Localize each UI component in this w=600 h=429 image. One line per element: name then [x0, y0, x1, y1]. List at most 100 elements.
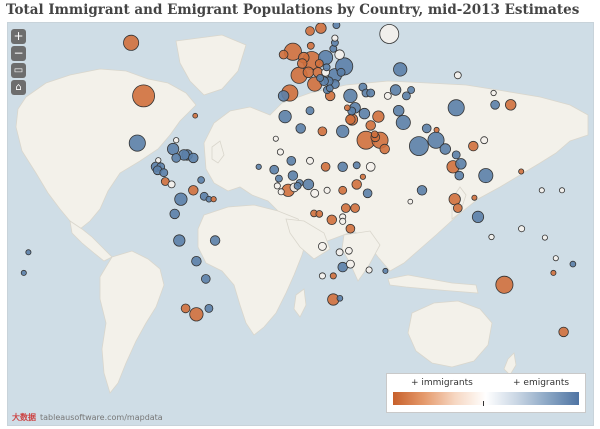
country-bubble-afghanistan[interactable]: Afghanistan [393, 104, 405, 117]
country-bubble-tajikistan[interactable]: Tajikistan [401, 91, 411, 101]
country-bubble-philippines[interactable]: Philippines [478, 168, 494, 184]
country-bubble-paraguay[interactable]: Paraguay [201, 274, 211, 284]
country-bubble-zambia[interactable]: Zambia [335, 248, 344, 257]
country-bubble-french-guiana[interactable]: French Guiana [210, 196, 217, 203]
country-bubble-norway[interactable]: Norway [305, 26, 315, 36]
bubble-layer[interactable]: United StatesCanadaMexicoGuatemalaCubaDo… [20, 23, 577, 338]
country-bubble-car[interactable]: CAR [323, 186, 331, 194]
country-bubble-argentina[interactable]: Argentina [189, 307, 204, 322]
country-bubble-pakistan[interactable]: Pakistan [395, 115, 411, 131]
country-bubble-bahamas[interactable]: Bahamas [173, 137, 180, 144]
country-bubble-morocco[interactable]: Morocco [278, 110, 292, 124]
country-bubble-malaysia[interactable]: Malaysia [448, 193, 461, 206]
country-bubble-fiji[interactable]: Fiji [569, 260, 577, 268]
country-bubble-niger[interactable]: Niger [306, 156, 314, 165]
country-bubble-iran[interactable]: Iran [372, 110, 385, 123]
country-bubble-azerbaijan[interactable]: Azerbaijan [366, 88, 376, 98]
country-bubble-micronesia[interactable]: Micronesia [538, 187, 545, 194]
country-bubble-mali[interactable]: Mali [286, 156, 297, 166]
country-bubble-myanmar[interactable]: Myanmar [439, 143, 452, 155]
country-bubble-burundi[interactable]: Burundi [339, 217, 347, 225]
country-bubble-nicaragua[interactable]: Nicaragua [159, 168, 169, 178]
country-bubble-cyprus[interactable]: Cyprus [343, 104, 351, 112]
country-bubble-tunisia[interactable]: Tunisia [305, 106, 315, 116]
country-bubble-marshall-islands[interactable]: Marshall Islands [559, 187, 566, 194]
country-bubble-kyrgyzstan[interactable]: Kyrgyzstan [407, 86, 416, 94]
country-bubble-colombia[interactable]: Colombia [174, 192, 188, 206]
country-bubble-chad[interactable]: Chad [320, 162, 331, 172]
country-bubble-kuwait[interactable]: Kuwait [365, 120, 376, 131]
country-bubble-brunei[interactable]: Brunei [471, 194, 478, 201]
country-bubble-sri-lanka[interactable]: Sri Lanka [416, 185, 428, 196]
country-bubble-vietnam[interactable]: Vietnam [455, 158, 467, 170]
country-bubble-new-caledonia[interactable]: New Caledonia [550, 269, 557, 276]
country-bubble-liberia[interactable]: Liberia [277, 188, 285, 196]
country-bubble-india[interactable]: India [408, 136, 429, 156]
country-bubble-cambodia[interactable]: Cambodia [454, 170, 465, 181]
country-bubble-vanuatu[interactable]: Vanuatu [552, 255, 559, 262]
country-bubble-djibouti[interactable]: Djibouti [359, 173, 366, 180]
country-bubble-belgium[interactable]: Belgium [297, 58, 308, 69]
country-bubble-hong-kong[interactable]: Hong Kong [468, 140, 479, 152]
country-bubble-switzerland[interactable]: Switzerland [302, 66, 315, 79]
country-bubble-croatia[interactable]: Croatia [316, 74, 325, 82]
country-bubble-mozambique[interactable]: Mozambique [345, 259, 355, 269]
country-bubble-samoa[interactable]: Samoa [25, 249, 32, 256]
country-bubble-uruguay[interactable]: Uruguay [204, 303, 214, 313]
country-bubble-bhutan[interactable]: Bhutan [433, 126, 440, 133]
country-bubble-guam[interactable]: Guam [518, 168, 525, 175]
country-bubble-moldova[interactable]: Moldova [336, 67, 346, 77]
country-bubble-slovakia[interactable]: Slovakia [322, 63, 331, 72]
country-bubble-eritrea[interactable]: Eritrea [352, 161, 361, 170]
country-bubble-ethiopia[interactable]: Ethiopia [351, 179, 362, 190]
country-bubble-east-timor[interactable]: East Timor [488, 233, 495, 241]
country-bubble-brazil[interactable]: Brazil [209, 235, 221, 246]
country-bubble-denmark[interactable]: Denmark [306, 41, 315, 50]
country-bubble-south-sudan[interactable]: South Sudan [338, 185, 348, 195]
country-bubble-canada[interactable]: Canada [123, 34, 140, 51]
country-bubble-namibia[interactable]: Namibia [318, 272, 326, 280]
country-bubble-iraq[interactable]: Iraq [358, 107, 371, 120]
country-bubble-venezuela[interactable]: Venezuela [188, 185, 199, 196]
country-bubble-egypt[interactable]: Egypt [336, 124, 350, 138]
country-bubble-indonesia[interactable]: Indonesia [471, 210, 485, 223]
country-bubble-guinea[interactable]: Guinea [274, 174, 283, 183]
country-bubble-sudan[interactable]: Sudan [337, 161, 348, 173]
country-bubble-cuba[interactable]: Cuba [167, 142, 180, 156]
country-bubble-maldives[interactable]: Maldives [407, 198, 414, 205]
country-bubble-chile[interactable]: Chile [180, 303, 191, 314]
country-bubble-uzbekistan[interactable]: Uzbekistan [389, 84, 402, 96]
country-bubble-bahrain[interactable]: Bahrain [370, 130, 379, 139]
country-bubble-cape-verde[interactable]: Cape Verde [255, 163, 262, 170]
country-bubble-ecuador[interactable]: Ecuador [169, 208, 180, 220]
country-bubble-sierra-leone[interactable]: Sierra Leone [273, 182, 281, 190]
country-bubble-congo[interactable]: Congo [315, 210, 324, 218]
country-bubble-puerto-rico[interactable]: Puerto Rico [188, 152, 199, 164]
country-bubble-czech-republic[interactable]: Czech Republic [314, 59, 324, 68]
country-bubble-lesotho[interactable]: Lesotho [336, 294, 344, 302]
country-bubble-kenya[interactable]: Kenya [350, 203, 360, 213]
country-bubble-madagascar[interactable]: Madagascar [365, 266, 373, 274]
country-bubble-bermuda[interactable]: Bermuda [192, 112, 199, 119]
country-bubble-belarus[interactable]: Belarus [334, 49, 345, 60]
country-bubble-turkey[interactable]: Turkey [343, 88, 358, 104]
country-bubble-japan[interactable]: Japan [505, 99, 517, 111]
country-bubble-algeria[interactable]: Algeria [295, 123, 306, 134]
country-bubble-russia[interactable]: Russia [379, 24, 400, 44]
country-bubble-mauritania[interactable]: Mauritania [276, 148, 284, 156]
country-bubble-cameroon[interactable]: Cameroon [310, 188, 320, 198]
country-bubble-botswana[interactable]: Botswana [329, 272, 337, 280]
country-bubble-panama[interactable]: Panama [167, 180, 176, 189]
country-bubble-israel[interactable]: Israel [345, 114, 356, 125]
country-bubble-singapore[interactable]: Singapore [452, 203, 463, 213]
country-bubble-burkina-faso[interactable]: Burkina Faso [287, 170, 299, 181]
zoom-out-button[interactable]: − [11, 46, 26, 61]
country-bubble-bolivia[interactable]: Bolivia [191, 255, 202, 267]
country-bubble-nepal[interactable]: Nepal [421, 123, 432, 134]
map-canvas[interactable]: United StatesCanadaMexicoGuatemalaCubaDo… [8, 23, 593, 425]
country-bubble-turkmenistan[interactable]: Turkmenistan [383, 92, 392, 100]
country-bubble-nigeria[interactable]: Nigeria [302, 178, 315, 191]
rect-select-icon[interactable]: ▭ [11, 63, 26, 78]
country-bubble-peru[interactable]: Peru [173, 234, 186, 247]
country-bubble-mauritius[interactable]: Mauritius [382, 267, 389, 274]
